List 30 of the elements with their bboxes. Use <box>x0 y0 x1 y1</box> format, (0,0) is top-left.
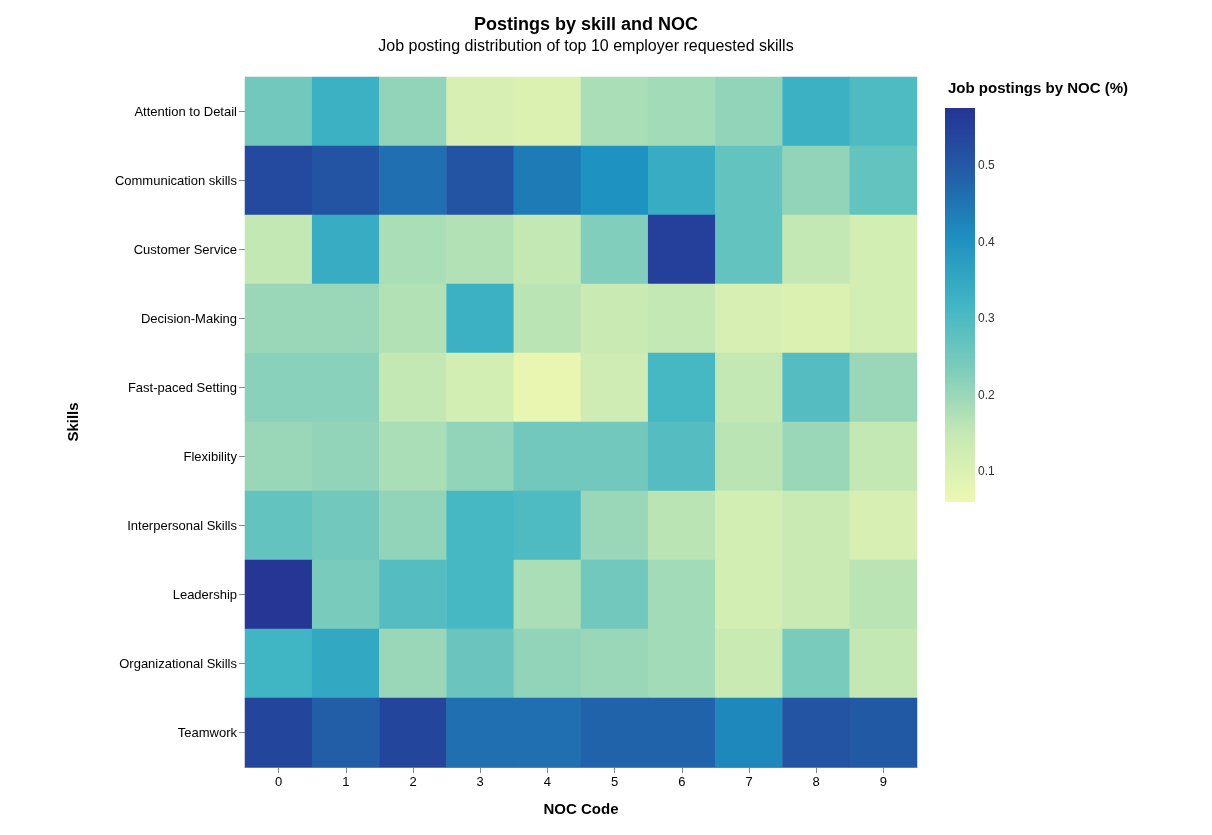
y-tick-label: Attention to Detail <box>134 104 238 119</box>
x-tick-label: 0 <box>274 774 283 789</box>
color-bar-label: 0.2 <box>978 387 996 402</box>
chart-title: Postings by skill and NOC <box>473 14 699 34</box>
x-tick-label: 2 <box>409 774 417 789</box>
x-tick-label: 3 <box>476 774 484 789</box>
color-bar-label: 0.1 <box>978 464 996 479</box>
x-tick-label: 4 <box>543 774 552 789</box>
x-axis-title: NOC Code <box>543 800 619 817</box>
y-tick-label: Communication skills <box>114 173 238 188</box>
x-tick-label: 7 <box>745 774 753 789</box>
x-tick-label: 5 <box>610 774 619 789</box>
chart-subtitle: Job posting distribution of top 10 employer requested skills <box>378 36 794 54</box>
y-tick-label: Flexibility <box>183 449 238 464</box>
y-tick-label: Decision-Making <box>140 311 237 326</box>
y-tick-label: Fast-paced Setting <box>127 380 237 395</box>
x-tick-label: 1 <box>342 774 350 789</box>
y-tick-label: Organizational Skills <box>119 656 238 671</box>
y-tick-label: Customer Service <box>133 242 237 257</box>
x-tick-label: 8 <box>812 774 820 789</box>
x-tick-label: 9 <box>879 774 888 789</box>
x-tick-label: 6 <box>678 774 686 789</box>
color-bar-title: Job postings by NOC (%) <box>948 79 1128 96</box>
color-bar-label: 0.5 <box>978 158 996 173</box>
y-tick-label: Interpersonal Skills <box>127 518 238 533</box>
y-tick-label: Leadership <box>172 587 237 602</box>
color-bar-label: 0.4 <box>978 234 996 249</box>
y-tick-label: Teamwork <box>177 725 238 740</box>
color-bar-label: 0.3 <box>978 311 996 326</box>
y-axis-title: Skills <box>64 402 81 442</box>
